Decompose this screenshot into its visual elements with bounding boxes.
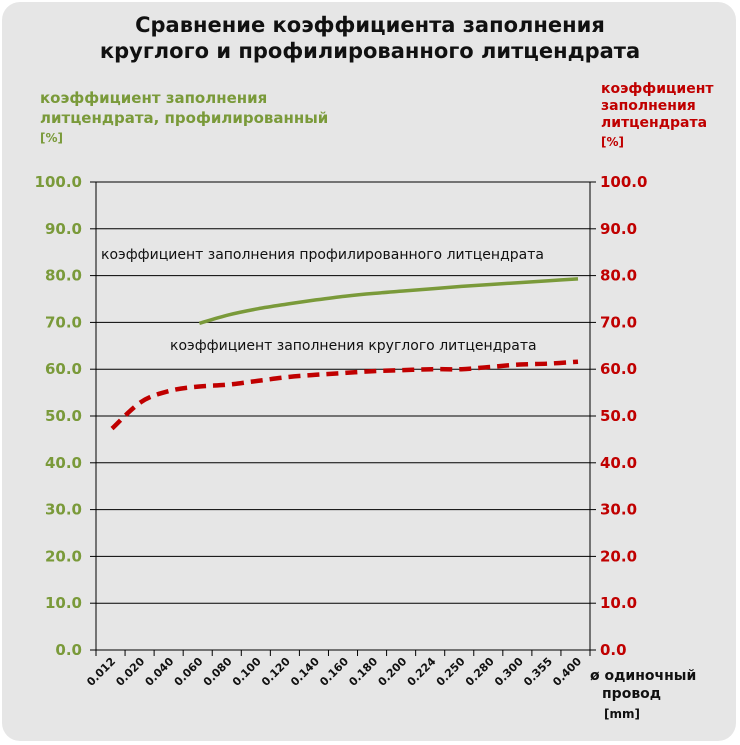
left-tick-label: 100.0 (35, 173, 82, 191)
right-tick-label: 10.0 (600, 594, 637, 612)
x-tick-label: 0.300 (492, 655, 526, 689)
left-tick-label: 40.0 (45, 454, 82, 472)
series-line-profiled (198, 277, 579, 325)
series-label-round: коэффициент заполнения круглого литцендр… (170, 338, 537, 354)
series-lines (110, 277, 579, 431)
right-tick-label: 50.0 (600, 407, 637, 425)
left-tick-label: 10.0 (45, 594, 82, 612)
right-tick-label: 70.0 (600, 313, 637, 331)
left-tick-label: 90.0 (45, 220, 82, 238)
series-line-round (110, 359, 579, 431)
x-tick-label: 0.160 (317, 655, 351, 689)
right-tick-label: 90.0 (600, 220, 637, 238)
right-tick-label: 0.0 (600, 641, 627, 659)
left-tick-label: 20.0 (45, 547, 82, 565)
x-tick-label: 0.280 (463, 655, 497, 689)
x-tick-label: 0.355 (521, 655, 555, 689)
left-tick-label: 70.0 (45, 313, 82, 331)
left-axis-label-line-1: коэффициент заполнения (40, 89, 268, 107)
right-tick-label: 40.0 (600, 454, 637, 472)
axes (90, 181, 596, 656)
x-tick-label: 0.012 (84, 655, 118, 689)
x-tick-label: 0.140 (288, 655, 322, 689)
right-axis-label-line-3: литцендрата (601, 115, 708, 131)
x-tick-label: 0.100 (230, 655, 264, 689)
chart-title: Сравнение коэффициента заполнения кругло… (0, 12, 740, 64)
right-tick-label: 20.0 (600, 547, 637, 565)
x-axis-unit: [mm] (604, 707, 640, 721)
left-tick-labels: 0.0 10.0 20.0 30.0 40.0 50.0 60.0 70.0 80.0 90.0 1… (35, 173, 82, 659)
right-tick-label: 60.0 (600, 360, 637, 378)
x-tick-label: 0.400 (550, 655, 584, 689)
right-tick-label: 100.0 (600, 173, 647, 191)
chart-title-line-1: Сравнение коэффициента заполнения (135, 13, 605, 37)
x-tick-label: 0.040 (143, 655, 177, 689)
x-tick-labels: 0.0120.0200.0400.0600.0800.1000.1200.140… (84, 655, 584, 689)
x-tick-label: 0.080 (201, 655, 235, 689)
right-axis-label: коэффициент заполнения литцендрата (601, 81, 713, 132)
x-tick-label: 0.020 (113, 655, 147, 689)
series-annotations: коэффициент заполнения профилированного … (101, 247, 544, 354)
x-tick-label: 0.200 (376, 655, 410, 689)
x-axis-label-line-1: ø одиночный (590, 668, 697, 684)
left-axis-label-line-2: литцендрата, профилированный (40, 109, 329, 127)
right-axis-label-line-1: коэффициент (601, 81, 714, 97)
x-tick-label: 0.224 (405, 655, 439, 689)
left-axis-label: коэффициент заполнения литцендрата, проф… (40, 88, 328, 128)
left-tick-label: 30.0 (45, 501, 82, 519)
left-tick-label: 50.0 (45, 407, 82, 425)
left-tick-label: 0.0 (55, 641, 82, 659)
chart-title-line-2: круглого и профилированного литцендрата (99, 39, 641, 63)
x-axis-label-line-2: провод (602, 686, 662, 702)
left-tick-label: 80.0 (45, 267, 82, 285)
right-axis-label-line-2: заполнения (601, 98, 696, 114)
right-tick-labels: 0.0 10.0 20.0 30.0 40.0 50.0 60.0 70.0 80.0 90.0 1… (600, 173, 647, 659)
x-tick-label: 0.060 (172, 655, 206, 689)
x-tick-label: 0.120 (259, 655, 293, 689)
series-label-profiled: коэффициент заполнения профилированного … (101, 247, 544, 263)
right-tick-label: 80.0 (600, 267, 637, 285)
gridlines (96, 181, 590, 651)
left-tick-label: 60.0 (45, 360, 82, 378)
left-axis-unit: [%] (40, 131, 63, 145)
x-tick-label: 0.180 (346, 655, 380, 689)
x-axis-label: ø одиночный провод (590, 667, 696, 703)
right-axis-unit: [%] (601, 135, 624, 149)
right-tick-label: 30.0 (600, 501, 637, 519)
x-tick-label: 0.250 (434, 655, 468, 689)
